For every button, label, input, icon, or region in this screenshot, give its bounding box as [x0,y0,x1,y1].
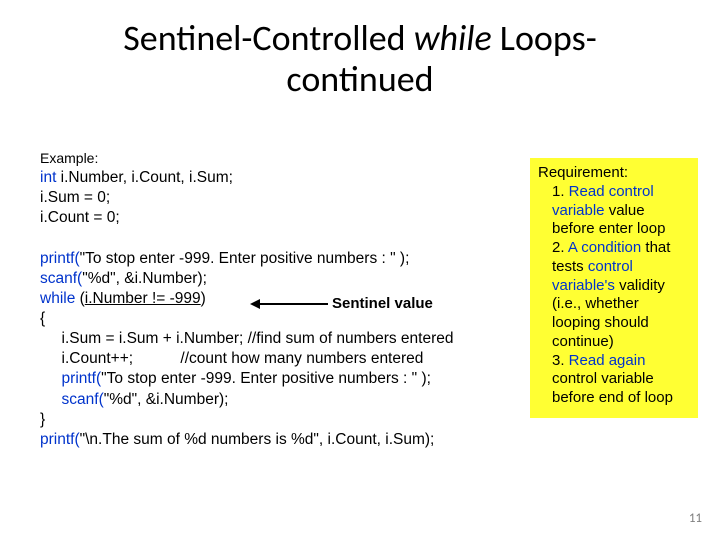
title-part1: Sentinel-Controlled [123,16,413,60]
req-item-3: 3. Read again control variable before en… [538,352,690,408]
kw-while: while [40,290,75,307]
arrow-line [258,303,328,305]
title-line2: continued [286,57,433,101]
kw-printf3: printf( [40,431,80,448]
page-number: 11 [689,511,702,526]
kw-printf2: printf( [40,370,101,387]
requirement-box: Requirement: 1. Read control variable va… [530,158,698,418]
req-item-2: 2. A condition that tests control variab… [538,239,690,352]
req-title: Requirement: [538,164,690,183]
title-part2: Loops- [492,16,597,60]
kw-scanf2: scanf( [40,391,104,408]
req-item-1: 1. Read control variable value before en… [538,183,690,239]
kw-scanf1: scanf( [40,270,82,287]
title-italic: while [414,16,492,60]
kw-int: int [40,169,56,186]
while-condition: i.Number != -999 [85,290,201,307]
arrow-to-sentinel [250,303,328,305]
arrow-head-icon [250,299,260,309]
sentinel-value-label: Sentinel value [332,295,433,312]
slide-title: Sentinel-Controlled while Loops- continu… [0,0,720,101]
kw-printf1: printf( [40,250,80,267]
